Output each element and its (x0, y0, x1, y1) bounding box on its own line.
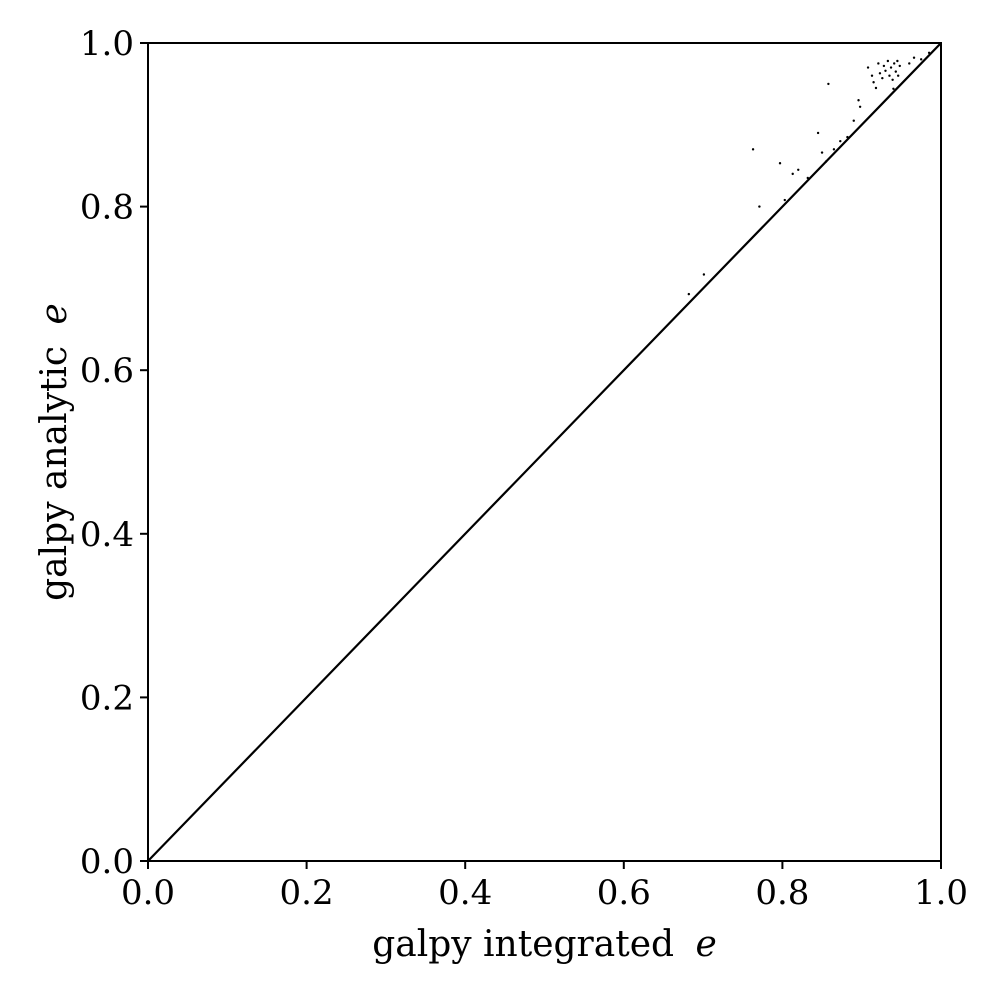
scatter-point (927, 51, 931, 55)
scatter-point (751, 148, 755, 151)
scatter-point (866, 66, 870, 69)
scatter-point (894, 70, 897, 73)
scatter-point (874, 86, 878, 90)
scatter-point (896, 59, 899, 63)
scatter-point (889, 66, 893, 69)
y-axis-label: galpy analytic e (34, 303, 75, 601)
x-axis-label-text: galpy integrated (372, 924, 674, 965)
scatter-point (891, 78, 894, 82)
y-tick-label: 1.0 (80, 24, 134, 64)
x-tick-label: 0.0 (121, 873, 175, 913)
scatter-point (893, 62, 896, 65)
identity-point-cloud (147, 42, 942, 862)
x-tick-label: 1.0 (914, 873, 968, 913)
scatter-point (878, 72, 882, 75)
scatter-point (919, 58, 923, 61)
y-tick-label: 0.8 (80, 188, 134, 228)
scatter-point (846, 135, 849, 139)
scatter-point (852, 119, 855, 122)
y-tick-label: 0.2 (80, 678, 134, 718)
x-tick-label: 0.4 (438, 873, 492, 913)
scatter-point (758, 205, 761, 208)
points-layer (147, 42, 942, 862)
scatter-point (898, 64, 901, 68)
x-axis-symbol: e (696, 924, 717, 965)
scatter-point (806, 176, 809, 180)
scatter-point (702, 273, 706, 276)
scatter-point (877, 62, 880, 65)
scatter-point (797, 168, 800, 171)
y-axis-symbol: e (34, 303, 75, 324)
ticks-layer: 0.0 0.2 0.4 0.6 0.8 1.0 0.0 0.2 0.4 0.6 0.8 1.0 (80, 24, 968, 913)
y-axis-label-text: galpy analytic (34, 346, 75, 601)
x-tick-label: 0.6 (597, 873, 651, 913)
scatter-point (912, 56, 916, 59)
x-tick-label: 0.8 (755, 873, 809, 913)
plot-frame (147, 42, 942, 862)
x-axis-label: galpy integrated e (372, 924, 717, 965)
scatter-point (832, 148, 836, 151)
scatter-point (857, 99, 860, 102)
y-tick-label: 0.4 (80, 515, 134, 555)
scatter-point (783, 198, 786, 202)
scatter-point (870, 74, 874, 77)
scatter-point (858, 105, 862, 109)
scatter-point (908, 62, 911, 65)
scatter-point (896, 74, 900, 77)
scatter-point (824, 160, 828, 163)
scatter-point (816, 131, 820, 135)
scatter-point (888, 74, 891, 77)
scatter-point (778, 162, 782, 165)
scatter-point (884, 69, 887, 73)
y-tick-label: 0.6 (80, 351, 134, 391)
scatter-point (791, 172, 794, 176)
scatter-point (820, 151, 824, 154)
scatter-point (886, 59, 890, 63)
scatter-point (881, 76, 884, 80)
scatter-point (827, 82, 830, 86)
scatter-point (687, 292, 691, 296)
scatter-point (892, 87, 895, 91)
scatter-point (872, 81, 875, 84)
scatter-point (882, 64, 886, 68)
y-tick-label: 0.0 (80, 842, 134, 882)
scatter-point (839, 139, 842, 143)
x-tick-label: 0.2 (280, 873, 334, 913)
